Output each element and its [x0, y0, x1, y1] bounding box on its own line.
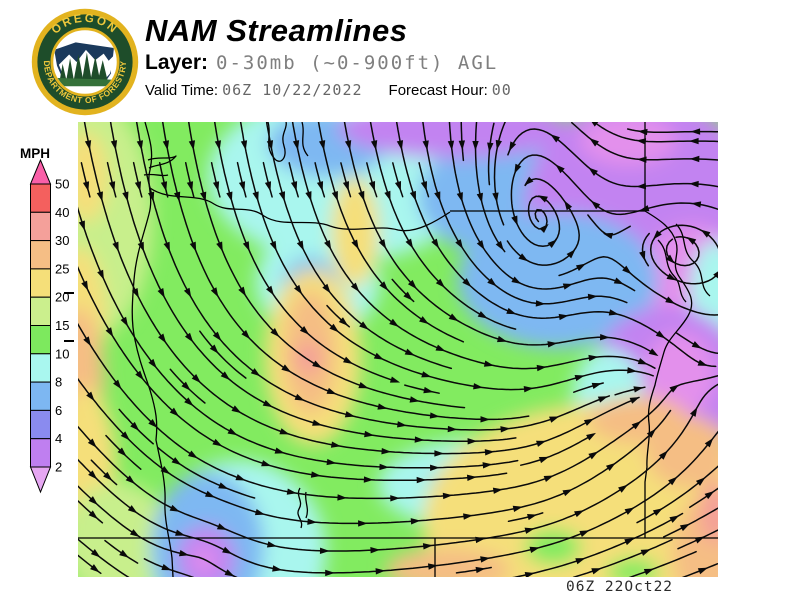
svg-text:8: 8 [55, 375, 62, 390]
svg-text:10: 10 [55, 346, 69, 361]
svg-text:6: 6 [55, 403, 62, 418]
svg-text:20: 20 [55, 290, 69, 305]
svg-text:40: 40 [55, 205, 69, 220]
logo-state-art [54, 42, 115, 87]
svg-text:2: 2 [55, 460, 62, 475]
legend-title: MPH [20, 146, 50, 161]
valid-time-value: 06Z 10/22/2022 [222, 81, 363, 100]
time-line: Valid Time: 06Z 10/22/2022 Forecast Hour: 0… [145, 81, 512, 99]
svg-text:30: 30 [55, 233, 69, 248]
page-title: NAM Streamlines [145, 13, 408, 48]
odf-logo: OREGON DEPARTMENT OF FORESTRY [31, 8, 139, 116]
svg-text:25: 25 [55, 261, 69, 276]
svg-text:4: 4 [55, 431, 62, 446]
forecast-hour-label: Forecast Hour: [388, 82, 488, 100]
forecast-hour-value: 00 [491, 81, 512, 100]
layer-label: Layer: [145, 51, 209, 75]
layer-line: Layer: 0-30mb (~0-900ft) AGL [145, 51, 512, 75]
layer-value: 0-30mb (~0-900ft) AGL [216, 52, 499, 75]
svg-text:50: 50 [55, 177, 69, 192]
valid-time-label: Valid Time: [145, 82, 219, 100]
header: NAM Streamlines Layer: 0-30mb (~0-900ft) … [145, 13, 512, 99]
map-timestamp: 06Z 22Oct22 [566, 579, 674, 595]
svg-text:15: 15 [55, 318, 69, 333]
logo-trees-icon [59, 52, 108, 80]
streamline-map [64, 122, 718, 577]
wind-speed-legend: MPH 50 40 30 25 20 15 10 8 6 4 2 [20, 146, 69, 494]
legend-color-bar: 50 40 30 25 20 15 10 8 6 4 2 [29, 158, 69, 494]
